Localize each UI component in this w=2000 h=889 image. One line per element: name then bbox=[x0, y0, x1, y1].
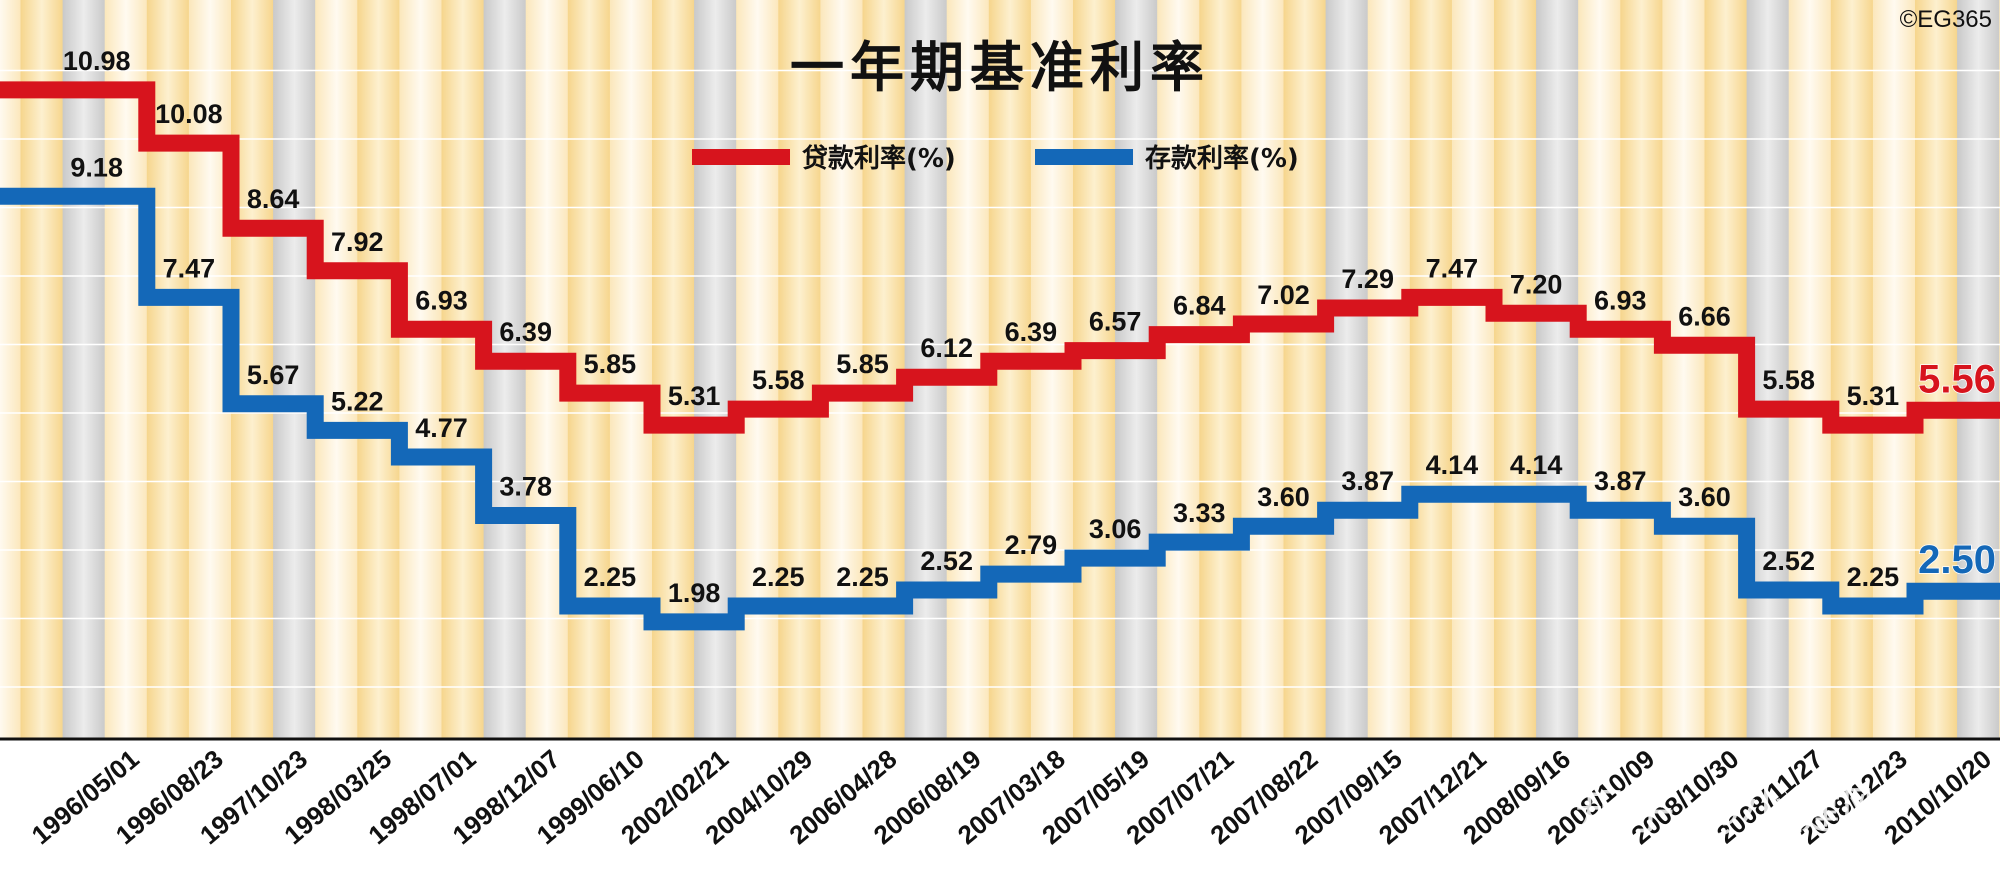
bg-band bbox=[1451, 0, 1495, 739]
deposit-value-label: 2.52 bbox=[920, 546, 973, 576]
bg-band bbox=[1241, 0, 1284, 739]
deposit-rate-line bbox=[0, 187, 2000, 631]
loan-value-label: 6.57 bbox=[1089, 307, 1142, 337]
loan-value-label: 8.64 bbox=[247, 184, 300, 214]
bg-band bbox=[20, 0, 64, 739]
bg-band bbox=[1662, 0, 1705, 739]
loan-value-label: 7.29 bbox=[1341, 264, 1394, 294]
watermark: 知乎 @小健刚 bbox=[1575, 782, 1891, 840]
deposit-value-label: 7.47 bbox=[163, 253, 216, 283]
bg-band bbox=[1367, 0, 1411, 739]
bg-band bbox=[1830, 0, 1874, 739]
loan-value-label: 10.08 bbox=[155, 99, 223, 129]
bg-band bbox=[1283, 0, 1327, 739]
deposit-value-label: 2.52 bbox=[1762, 546, 1815, 576]
loan-value-label: 7.20 bbox=[1510, 269, 1563, 299]
chart-title: 一年期基准利率 bbox=[790, 36, 1210, 99]
bg-band bbox=[1872, 0, 1916, 739]
deposit-value-label: 3.78 bbox=[499, 472, 552, 502]
bg-band bbox=[1409, 0, 1453, 739]
bg-band bbox=[778, 0, 821, 739]
background-bands bbox=[0, 0, 2000, 739]
deposit-value-label: 3.60 bbox=[1257, 482, 1310, 512]
deposit-value-label: 1.98 bbox=[668, 578, 721, 608]
deposit-value-label: 4.77 bbox=[415, 413, 468, 443]
bg-band bbox=[399, 0, 442, 739]
loan-value-label: 7.47 bbox=[1426, 253, 1479, 283]
loan-value-label: 5.85 bbox=[836, 349, 889, 379]
bg-band bbox=[1915, 0, 1958, 739]
loan-rate-line bbox=[0, 81, 2000, 434]
legend-swatch-loan bbox=[692, 149, 790, 165]
bg-band bbox=[1788, 0, 1832, 739]
bg-band bbox=[1115, 0, 1158, 739]
loan-value-label: 5.31 bbox=[1847, 381, 1900, 411]
data-labels: 10.98 10.08 8.64 7.92 6.93 6.39 5.85 5.31 5.58 5.… bbox=[63, 46, 1997, 608]
bg-band bbox=[1536, 0, 1579, 739]
deposit-value-label: 2.25 bbox=[836, 562, 889, 592]
legend-label-deposit: 存款利率(%) bbox=[1145, 143, 1299, 174]
deposit-value-label: 5.22 bbox=[331, 386, 384, 416]
deposit-value-label: 9.18 bbox=[70, 152, 123, 182]
loan-value-label: 7.02 bbox=[1257, 280, 1310, 310]
loan-value-label: 6.12 bbox=[920, 333, 973, 363]
bg-band bbox=[1620, 0, 1663, 739]
deposit-value-label: 3.87 bbox=[1594, 466, 1647, 496]
bg-band bbox=[273, 0, 316, 739]
deposit-value-label: 2.25 bbox=[584, 562, 637, 592]
bg-band bbox=[1325, 0, 1369, 739]
loan-value-label: 6.66 bbox=[1678, 301, 1731, 331]
deposit-value-label: 2.25 bbox=[752, 562, 805, 592]
bg-band bbox=[1157, 0, 1200, 739]
deposit-value-label: 3.87 bbox=[1341, 466, 1394, 496]
bg-band bbox=[62, 0, 106, 739]
deposit-value-label: 2.50 bbox=[1918, 538, 1996, 582]
loan-value-label: 5.56 bbox=[1918, 357, 1996, 401]
legend: 贷款利率(%) 存款利率(%) bbox=[692, 143, 1299, 174]
bg-band bbox=[315, 0, 358, 739]
loan-value-label: 5.58 bbox=[1762, 365, 1815, 395]
legend-swatch-deposit bbox=[1035, 149, 1133, 165]
loan-value-label: 6.84 bbox=[1173, 291, 1226, 321]
deposit-value-label: 3.33 bbox=[1173, 498, 1226, 528]
bg-band bbox=[1199, 0, 1242, 739]
loan-value-label: 7.92 bbox=[331, 227, 384, 257]
loan-value-label: 5.31 bbox=[668, 381, 721, 411]
deposit-value-label: 4.14 bbox=[1426, 450, 1479, 480]
loan-value-label: 6.93 bbox=[415, 285, 468, 315]
loan-value-label: 6.39 bbox=[499, 317, 552, 347]
deposit-value-label: 3.06 bbox=[1089, 514, 1142, 544]
deposit-value-label: 3.60 bbox=[1678, 482, 1731, 512]
grid-lines bbox=[0, 69, 2000, 688]
bg-band bbox=[820, 0, 863, 739]
loan-value-label: 10.98 bbox=[63, 46, 131, 76]
bg-band bbox=[0, 0, 21, 739]
loan-value-label: 6.39 bbox=[1005, 317, 1058, 347]
deposit-value-label: 2.25 bbox=[1847, 562, 1900, 592]
deposit-value-label: 2.79 bbox=[1005, 530, 1058, 560]
copyright-label: ©EG365 bbox=[1900, 6, 1992, 33]
deposit-value-label: 5.67 bbox=[247, 360, 300, 390]
bg-band bbox=[357, 0, 400, 739]
bg-band bbox=[1957, 0, 2000, 739]
loan-value-label: 5.58 bbox=[752, 365, 805, 395]
loan-value-label: 5.85 bbox=[584, 349, 637, 379]
bg-band bbox=[1494, 0, 1537, 739]
loan-value-label: 6.93 bbox=[1594, 285, 1647, 315]
bg-band bbox=[1578, 0, 1621, 739]
series-lines bbox=[0, 81, 2000, 631]
deposit-value-label: 4.14 bbox=[1510, 450, 1563, 480]
legend-label-loan: 贷款利率(%) bbox=[802, 143, 956, 174]
